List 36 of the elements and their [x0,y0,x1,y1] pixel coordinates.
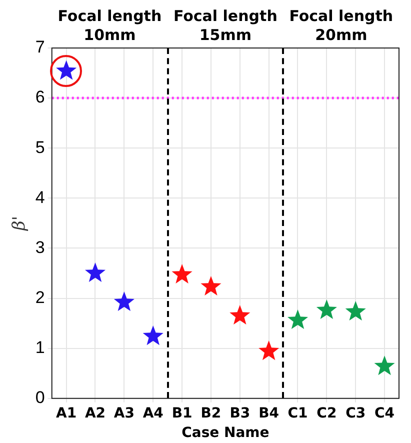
point [374,356,395,376]
y-axis-title: β' [10,216,30,232]
x-tick-label: A3 [114,405,134,422]
text: Focal length 15mm [173,7,278,44]
x-axis-title: Case Name [182,425,270,442]
x-tick-label: B3 [230,405,250,422]
x-tick-label: B4 [258,405,280,422]
text: Focal length 20mm [289,7,394,44]
y-tick-label: 1 [35,338,45,358]
y-tick-label: 6 [35,88,45,107]
text: Focal length 10mm [58,7,162,44]
y-tick-label: 2 [35,288,45,307]
y-tick-label: 7 [35,38,45,57]
point [172,264,192,284]
x-tick-label: B2 [200,405,222,422]
point [287,310,308,330]
x-tick-label: C1 [288,405,308,422]
x-tick-label: A1 [56,405,77,422]
point [345,301,366,321]
point [230,305,250,325]
x-tick-label: C2 [316,405,337,422]
y-tick-label: 0 [35,388,45,408]
x-tick-label: A4 [142,405,164,422]
y-tick-label: 3 [35,238,45,257]
y-tick-label: 4 [35,188,45,207]
point [200,276,222,296]
point [114,291,134,312]
y-tick-label: 5 [35,138,45,157]
point [258,340,280,360]
point [84,262,106,282]
point [316,300,337,320]
x-tick-label: C4 [374,405,395,422]
x-tick-label: C3 [346,405,366,422]
x-tick-label: B1 [172,405,192,422]
x-tick-label: A2 [84,405,106,422]
point [142,326,164,346]
